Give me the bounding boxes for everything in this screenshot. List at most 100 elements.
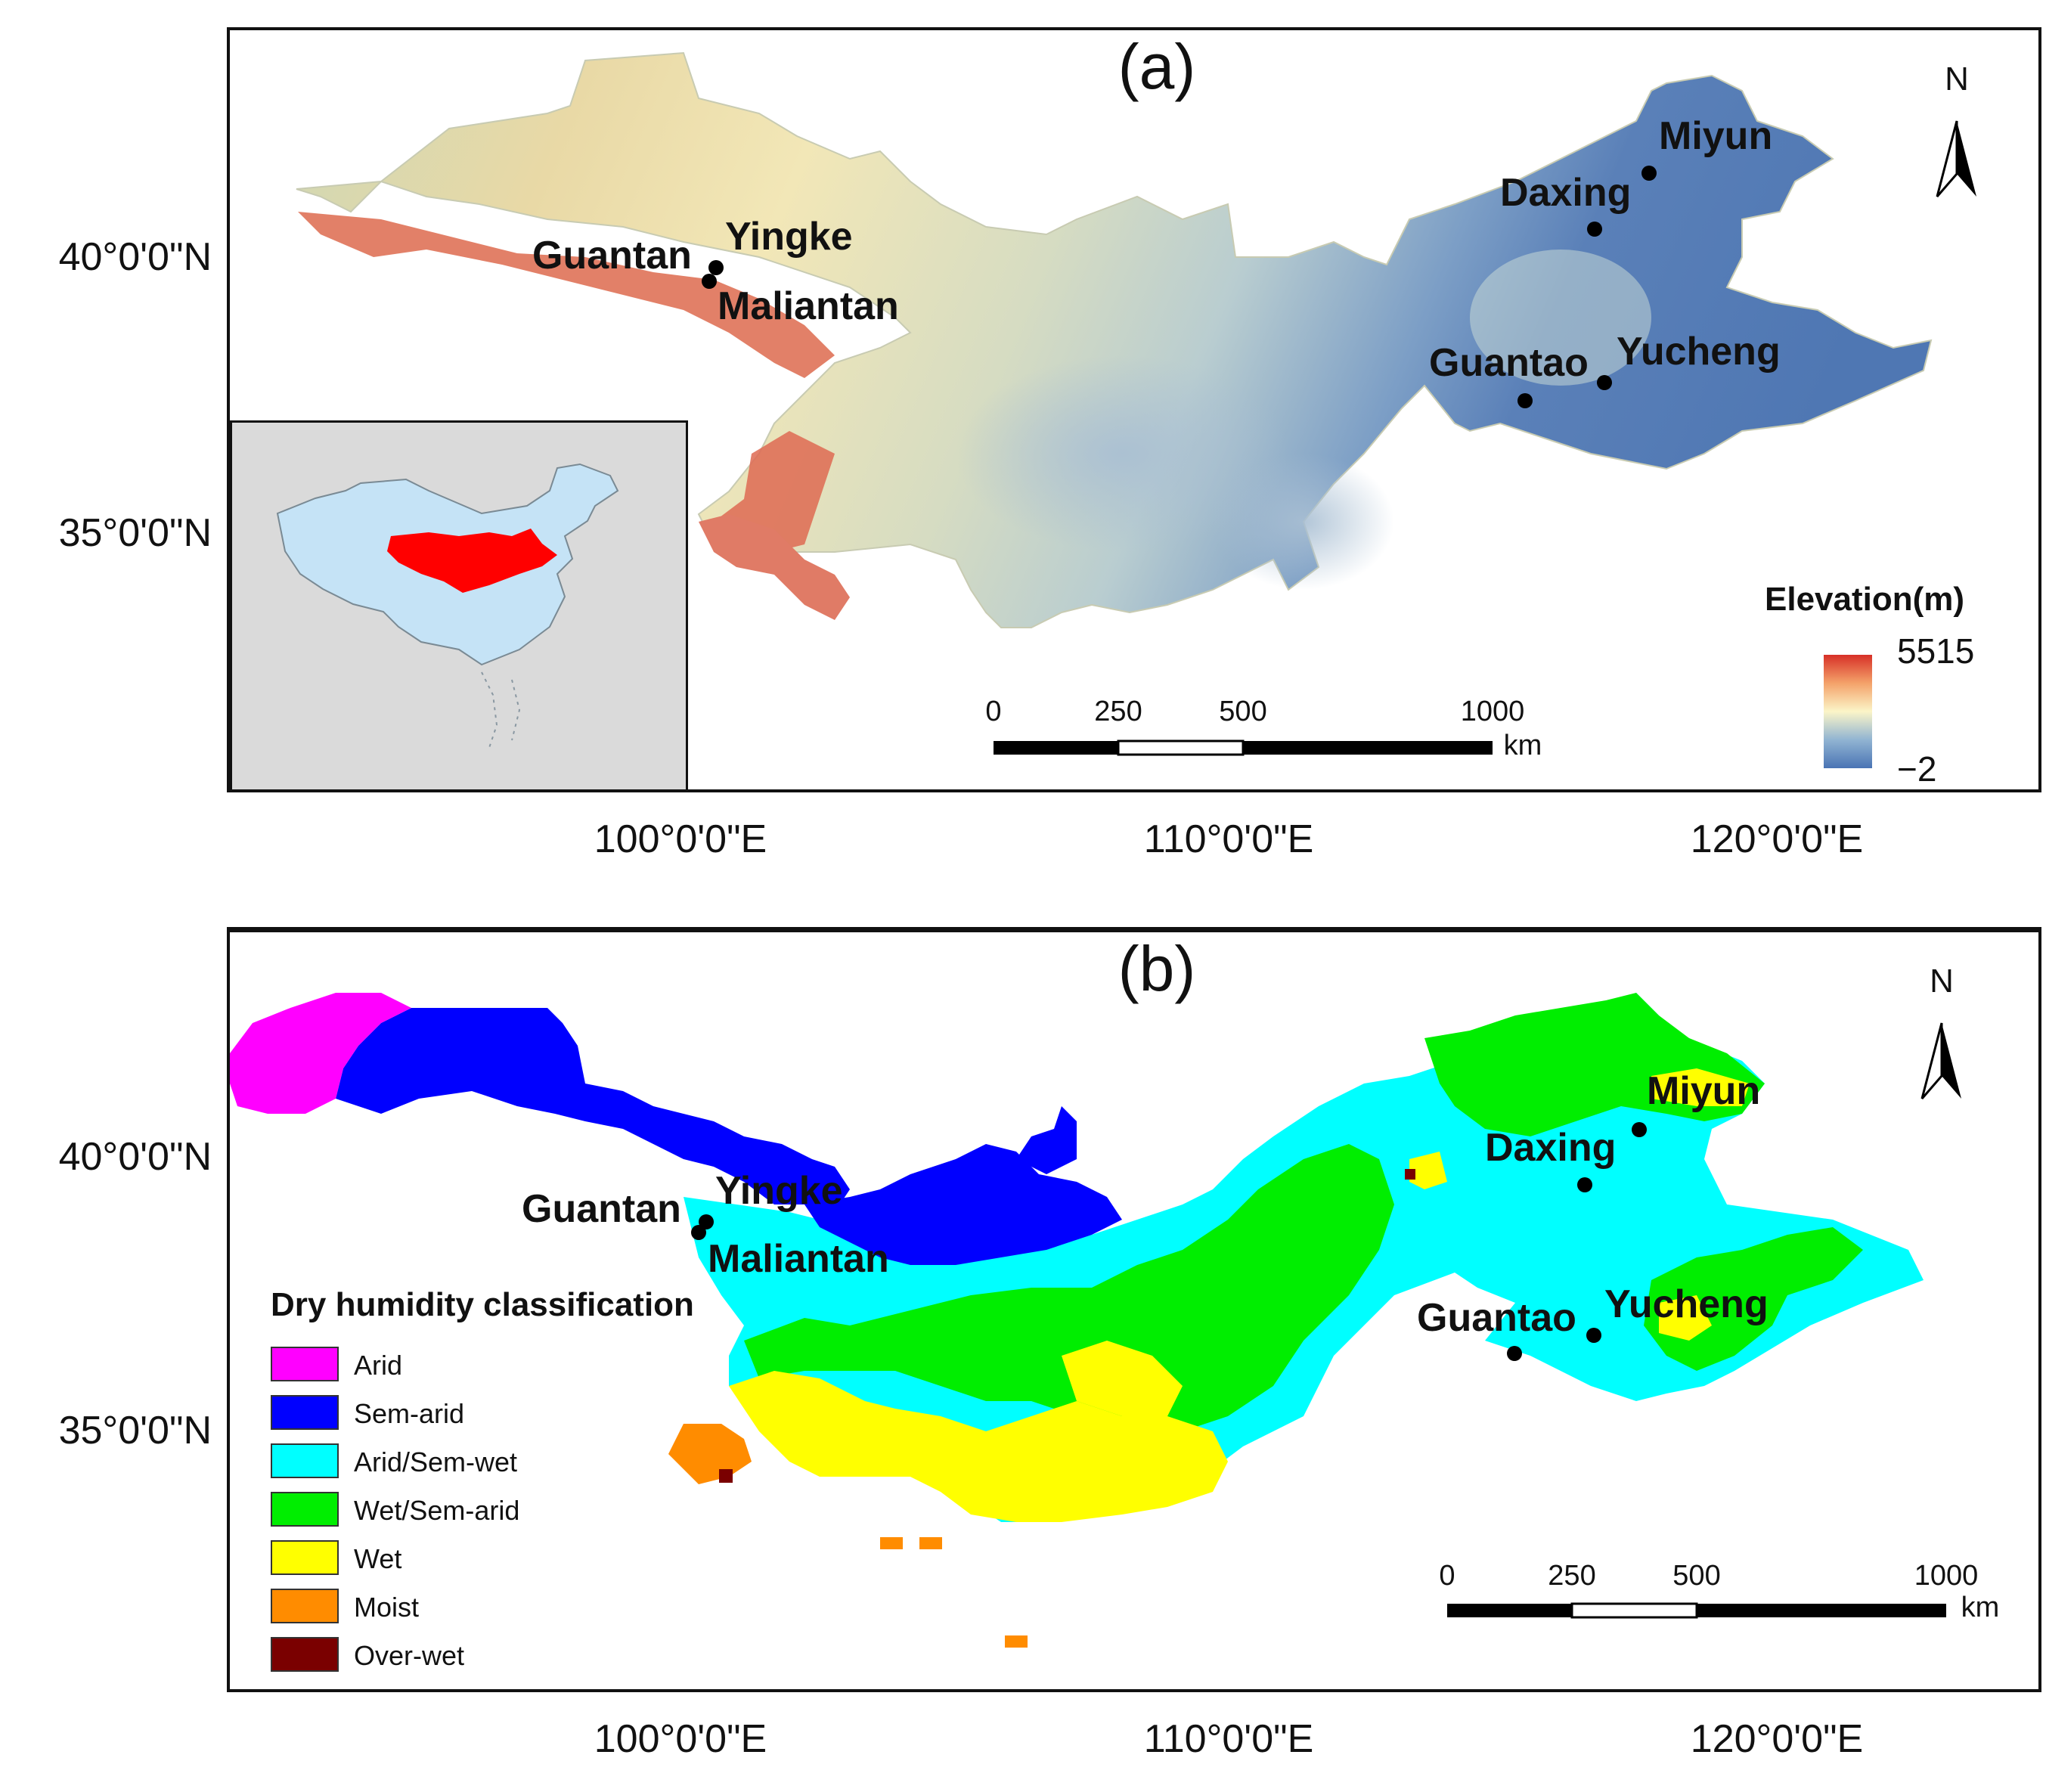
study-region-inset: [387, 529, 557, 593]
scale-tick-0-b: 0: [1439, 1560, 1455, 1592]
terrain-texture-taihang: [1470, 250, 1651, 386]
north-arrow-icon: [1936, 120, 1976, 197]
lon-label-110e-a: 110°0'0"E: [1143, 817, 1314, 861]
legend-swatch-moist: [271, 1589, 339, 1623]
station-label-daxing-b: Daxing: [1485, 1126, 1617, 1170]
legend-label-sem-arid: Sem-arid: [354, 1398, 465, 1429]
legend-label-over-wet: Over-wet: [354, 1640, 465, 1671]
north-label: N: [1945, 60, 1969, 98]
dry-humidity-legend-title: Dry humidity classification: [271, 1286, 694, 1323]
legend-swatch-arid: [271, 1347, 339, 1381]
station-maliantan-marker: [702, 274, 717, 289]
station-label-daxing: Daxing: [1500, 171, 1632, 215]
lon-label-100e-b: 100°0'0"E: [594, 1717, 767, 1761]
station-label-miyun-b: Miyun: [1647, 1069, 1761, 1113]
panel-title-b: (b): [1118, 933, 1196, 1004]
scale-tick-1000-b: 1000: [1914, 1560, 1979, 1592]
china-inset-map: [230, 420, 688, 789]
station-guantao-marker-b: [1507, 1346, 1522, 1361]
station-label-maliantan: Maliantan: [718, 284, 899, 328]
lon-label-120e-b: 120°0'0"E: [1690, 1717, 1864, 1761]
dry-humidity-map-panel: (b) Miyun Daxing Yingke Guantan Malianta…: [227, 927, 2041, 1692]
station-label-yingke: Yingke: [725, 215, 853, 259]
zone-wet-south: [729, 1371, 1228, 1522]
legend-label-arid: Arid: [354, 1350, 403, 1381]
zone-moist-patch-2: [919, 1537, 942, 1549]
high-elevation-south-tip: [699, 514, 850, 620]
zone-over-wet: [719, 1469, 733, 1483]
legend-swatch-over-wet: [271, 1637, 339, 1672]
zone-sem-arid: [336, 1008, 850, 1212]
south-sea-islands: [481, 671, 521, 749]
elevation-map-panel: (a) Miyun Daxing Yingke Guantan Malianta…: [227, 27, 2041, 792]
station-label-miyun: Miyun: [1659, 114, 1773, 158]
station-yucheng-marker-b: [1586, 1328, 1601, 1343]
dry-humidity-legend: Dry humidity classification Arid Sem-ari…: [271, 1286, 739, 1679]
station-yingke-marker: [708, 260, 724, 275]
zone-arid: [230, 993, 411, 1114]
zone-wet-south-ridge: [1062, 1341, 1183, 1416]
station-label-guantan: Guantan: [532, 234, 692, 277]
station-yingke-marker-b: [699, 1214, 714, 1229]
station-miyun-marker: [1641, 166, 1657, 181]
scale-bar-b: [1447, 1602, 1946, 1619]
station-label-maliantan-b: Maliantan: [708, 1237, 889, 1281]
station-maliantan-marker-b: [691, 1225, 706, 1240]
scale-tick-250: 250: [1094, 696, 1142, 727]
study-region-elevation: [296, 51, 1933, 628]
panel-title-a: (a): [1118, 31, 1196, 102]
station-guantao-marker: [1517, 393, 1533, 408]
china-outline-map: [276, 463, 619, 749]
scale-tick-500: 500: [1219, 696, 1267, 727]
station-label-guantao: Guantao: [1429, 341, 1589, 385]
lat-label-35n-b: 35°0'0"N: [58, 1409, 212, 1453]
station-label-guantan-b: Guantan: [522, 1187, 681, 1231]
station-daxing-marker-b: [1577, 1177, 1592, 1192]
scale-unit-b: km: [1961, 1592, 2000, 1623]
zone-wet-sem-arid-north: [1424, 993, 1765, 1136]
scale-bar: [994, 739, 1493, 756]
legend-swatch-sem-arid: [271, 1395, 339, 1430]
zone-sem-arid-east: [804, 1144, 1122, 1265]
zone-wet-east-patch: [1659, 1295, 1712, 1341]
zone-wet-northeast: [1651, 1068, 1750, 1106]
station-miyun-marker-b: [1632, 1122, 1647, 1137]
station-label-yingke-b: Yingke: [715, 1169, 843, 1213]
scale-tick-1000: 1000: [1460, 696, 1525, 727]
north-arrow-icon-b: [1920, 1022, 1961, 1099]
station-label-yucheng-b: Yucheng: [1604, 1282, 1769, 1326]
lat-label-35n-a: 35°0'0"N: [58, 511, 212, 555]
lon-label-120e-a: 120°0'0"E: [1690, 817, 1864, 861]
elevation-map: [296, 51, 1976, 768]
lon-label-100e-a: 100°0'0"E: [594, 817, 767, 861]
legend-label-wet-sem-arid: Wet/Sem-arid: [354, 1495, 520, 1526]
terrain-texture-basin: [956, 355, 1288, 552]
scale-tick-0: 0: [985, 696, 1002, 727]
zone-wet-sem-arid-east: [1644, 1227, 1863, 1371]
zone-moist-patch-3: [1005, 1635, 1028, 1648]
elevation-legend-colorbar: [1824, 655, 1872, 768]
lat-label-40n-b: 40°0'0"N: [58, 1135, 212, 1179]
station-yucheng-marker: [1597, 375, 1612, 390]
zone-sem-arid-peak: [1016, 1106, 1077, 1174]
elevation-legend-min: −2: [1897, 749, 1937, 789]
legend-label-arid-sem-wet: Arid/Sem-wet: [354, 1446, 518, 1477]
lat-label-40n-a: 40°0'0"N: [58, 235, 212, 279]
station-label-yucheng: Yucheng: [1617, 330, 1781, 374]
elevation-legend-max: 5515: [1897, 631, 1975, 671]
zone-moist-patch: [880, 1537, 903, 1549]
zone-wet-shanxi: [1409, 1152, 1447, 1189]
zone-wet-sem-arid-central: [744, 1144, 1394, 1431]
high-elevation-qilian: [298, 212, 835, 378]
legend-swatch-arid-sem-wet: [271, 1443, 339, 1478]
scale-tick-500-b: 500: [1672, 1560, 1721, 1592]
lon-label-110e-b: 110°0'0"E: [1143, 1717, 1314, 1761]
legend-label-wet: Wet: [354, 1543, 402, 1574]
legend-swatch-wet: [271, 1540, 339, 1575]
scale-tick-250-b: 250: [1548, 1560, 1596, 1592]
legend-label-moist: Moist: [354, 1592, 420, 1623]
scale-unit: km: [1503, 730, 1542, 761]
dry-humidity-map: [230, 993, 1961, 1648]
zone-over-wet-2: [1405, 1169, 1415, 1180]
station-daxing-marker: [1587, 222, 1602, 237]
